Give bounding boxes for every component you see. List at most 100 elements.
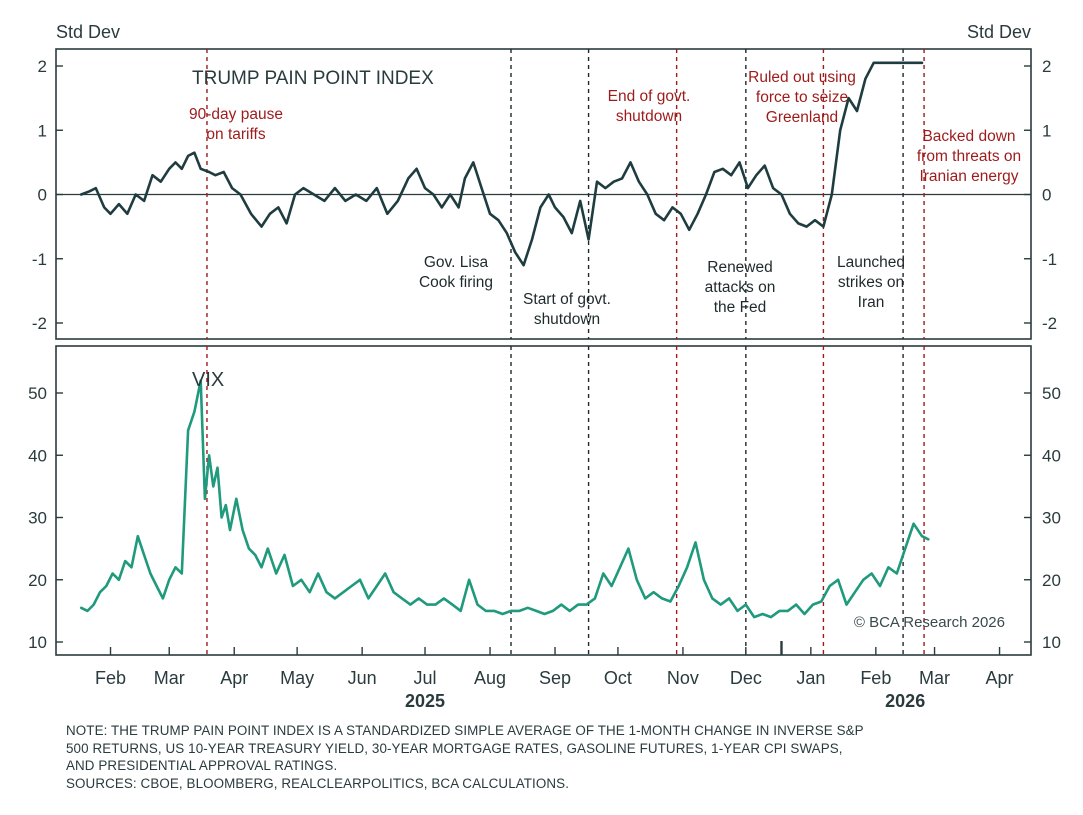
vix-series-point bbox=[136, 535, 139, 537]
pain-index-series-point bbox=[208, 171, 210, 173]
vix-series-point bbox=[266, 547, 269, 550]
vix-series-point bbox=[99, 591, 101, 593]
vix-series-point bbox=[359, 578, 361, 581]
vix-series-point bbox=[260, 566, 263, 569]
pain-index-series-point bbox=[596, 180, 598, 183]
vix-series-point bbox=[350, 585, 353, 587]
pain-index-series-point bbox=[88, 190, 91, 193]
vix-series-point bbox=[644, 597, 646, 600]
pain-index-series-point bbox=[432, 193, 435, 196]
vix-title: VIX bbox=[192, 369, 224, 391]
vix-series-point bbox=[308, 591, 311, 593]
pain-index-series-point bbox=[424, 187, 426, 189]
vix-series-point bbox=[501, 613, 504, 615]
vix-series-point bbox=[543, 613, 546, 615]
pain-index-series-point bbox=[579, 200, 581, 202]
pain-index-series-point bbox=[547, 193, 550, 196]
x-tick-label: Mar bbox=[919, 668, 950, 688]
pain-index-series-point bbox=[168, 168, 171, 170]
pain-index-series-point bbox=[449, 193, 451, 196]
vix-series-point bbox=[292, 585, 294, 587]
vix-series-point bbox=[820, 600, 823, 603]
x-year-label: 2025 bbox=[405, 691, 445, 711]
x-tick-label: Dec bbox=[730, 668, 762, 688]
vix-series-point bbox=[837, 578, 839, 581]
x-axis: Feb Mar Apr May Jun Jul Aug Sep Oct Nov Dec Jan Feb M… bbox=[95, 641, 1014, 711]
vix-series-point bbox=[254, 554, 256, 556]
vix-series-point bbox=[845, 603, 848, 606]
pain-index-series-point bbox=[721, 168, 724, 170]
vix-panel: 50 50 40 40 30 30 20 20 10 10 VIX © BCA Research 20… bbox=[28, 345, 1061, 656]
x-tick-label: Sep bbox=[539, 668, 571, 688]
vix-series-point bbox=[896, 572, 898, 575]
pain-index-series-point bbox=[222, 171, 225, 173]
x-tick-label: Aug bbox=[474, 668, 506, 688]
y-tick-label-left: 50 bbox=[28, 384, 47, 403]
pain-index-series-point bbox=[856, 110, 858, 112]
pain-index-series-point bbox=[118, 203, 120, 205]
pain-index-series-point bbox=[143, 200, 145, 202]
vix-series-point bbox=[216, 466, 219, 469]
vix-series-point bbox=[248, 547, 250, 550]
event-annotation: Iranian energy bbox=[919, 168, 1018, 185]
event-annotation: attacks on bbox=[705, 279, 776, 296]
vix-series-point bbox=[812, 603, 814, 606]
vix-series-point bbox=[275, 572, 277, 575]
vix-series-point bbox=[786, 610, 789, 612]
pain-index-series-point bbox=[489, 212, 491, 215]
pain-index-series-point bbox=[80, 193, 82, 196]
event-annotation: Launched bbox=[837, 254, 905, 271]
pain-index-series-point bbox=[95, 187, 97, 189]
vix-series-point bbox=[443, 597, 445, 600]
vix-series-point bbox=[204, 498, 206, 500]
vix-series-point bbox=[745, 603, 747, 606]
event-annotation: strikes on bbox=[838, 274, 904, 291]
vix-series-point bbox=[241, 529, 244, 531]
pain-index-series-point bbox=[902, 61, 904, 64]
vix-series-point bbox=[174, 566, 177, 569]
pain-index-series-point bbox=[805, 225, 808, 228]
x-tick-label: Apr bbox=[220, 668, 248, 688]
y-tick-label-left: 40 bbox=[28, 446, 47, 465]
vix-series-point bbox=[208, 454, 210, 457]
pain-index-series-point bbox=[872, 61, 875, 64]
x-tick-label: Jun bbox=[348, 668, 377, 688]
vix-series-point bbox=[728, 597, 730, 600]
pain-index-series-point bbox=[174, 161, 177, 164]
x-tick-label: Feb bbox=[95, 668, 126, 688]
pain-index-series-point bbox=[260, 225, 263, 228]
vix-series-point bbox=[155, 585, 158, 587]
vix-series-point bbox=[770, 616, 772, 618]
pain-index-series-point bbox=[506, 232, 508, 234]
vix-series-point bbox=[384, 572, 386, 575]
pain-index-series-point bbox=[755, 174, 758, 177]
pain-index-series-point bbox=[187, 155, 189, 157]
watermark: © BCA Research 2026 bbox=[854, 614, 1005, 631]
pain-index-series-point bbox=[214, 174, 217, 177]
pain-index-series-point bbox=[199, 168, 202, 170]
vix-series-point bbox=[283, 554, 286, 556]
vix-frame bbox=[55, 345, 1032, 656]
pain-index-series-point bbox=[472, 161, 475, 164]
vix-series-point bbox=[854, 591, 856, 593]
vix-series-point bbox=[193, 410, 196, 413]
pain-index-series-point bbox=[747, 187, 749, 189]
y-tick-label-right: -1 bbox=[1042, 250, 1057, 269]
pain-index-series-point bbox=[344, 200, 347, 202]
pain-index-series-point bbox=[539, 206, 542, 209]
pain-index-series-point bbox=[696, 212, 699, 215]
pain-index-series-point bbox=[103, 206, 106, 209]
vix-series-point bbox=[143, 554, 145, 556]
vix-series-point bbox=[526, 606, 529, 609]
vix-series-point bbox=[795, 603, 797, 606]
pain-index-series-point bbox=[562, 216, 565, 218]
pain-index-series-point bbox=[654, 212, 657, 215]
y-unit-right: Std Dev bbox=[967, 22, 1031, 42]
y-tick-label-right: 40 bbox=[1042, 446, 1061, 465]
pain-index-panel: Std Dev Std Dev 2 2 1 1 0 0 -1 -1 -2 -2 TRUMP PAIN P… bbox=[32, 22, 1057, 340]
vix-series-point bbox=[426, 603, 428, 606]
vix-series-point bbox=[434, 603, 437, 606]
vix-series-point bbox=[392, 591, 395, 593]
pain-index-series-point bbox=[671, 206, 674, 209]
y-tick-label-right: 1 bbox=[1042, 121, 1051, 140]
